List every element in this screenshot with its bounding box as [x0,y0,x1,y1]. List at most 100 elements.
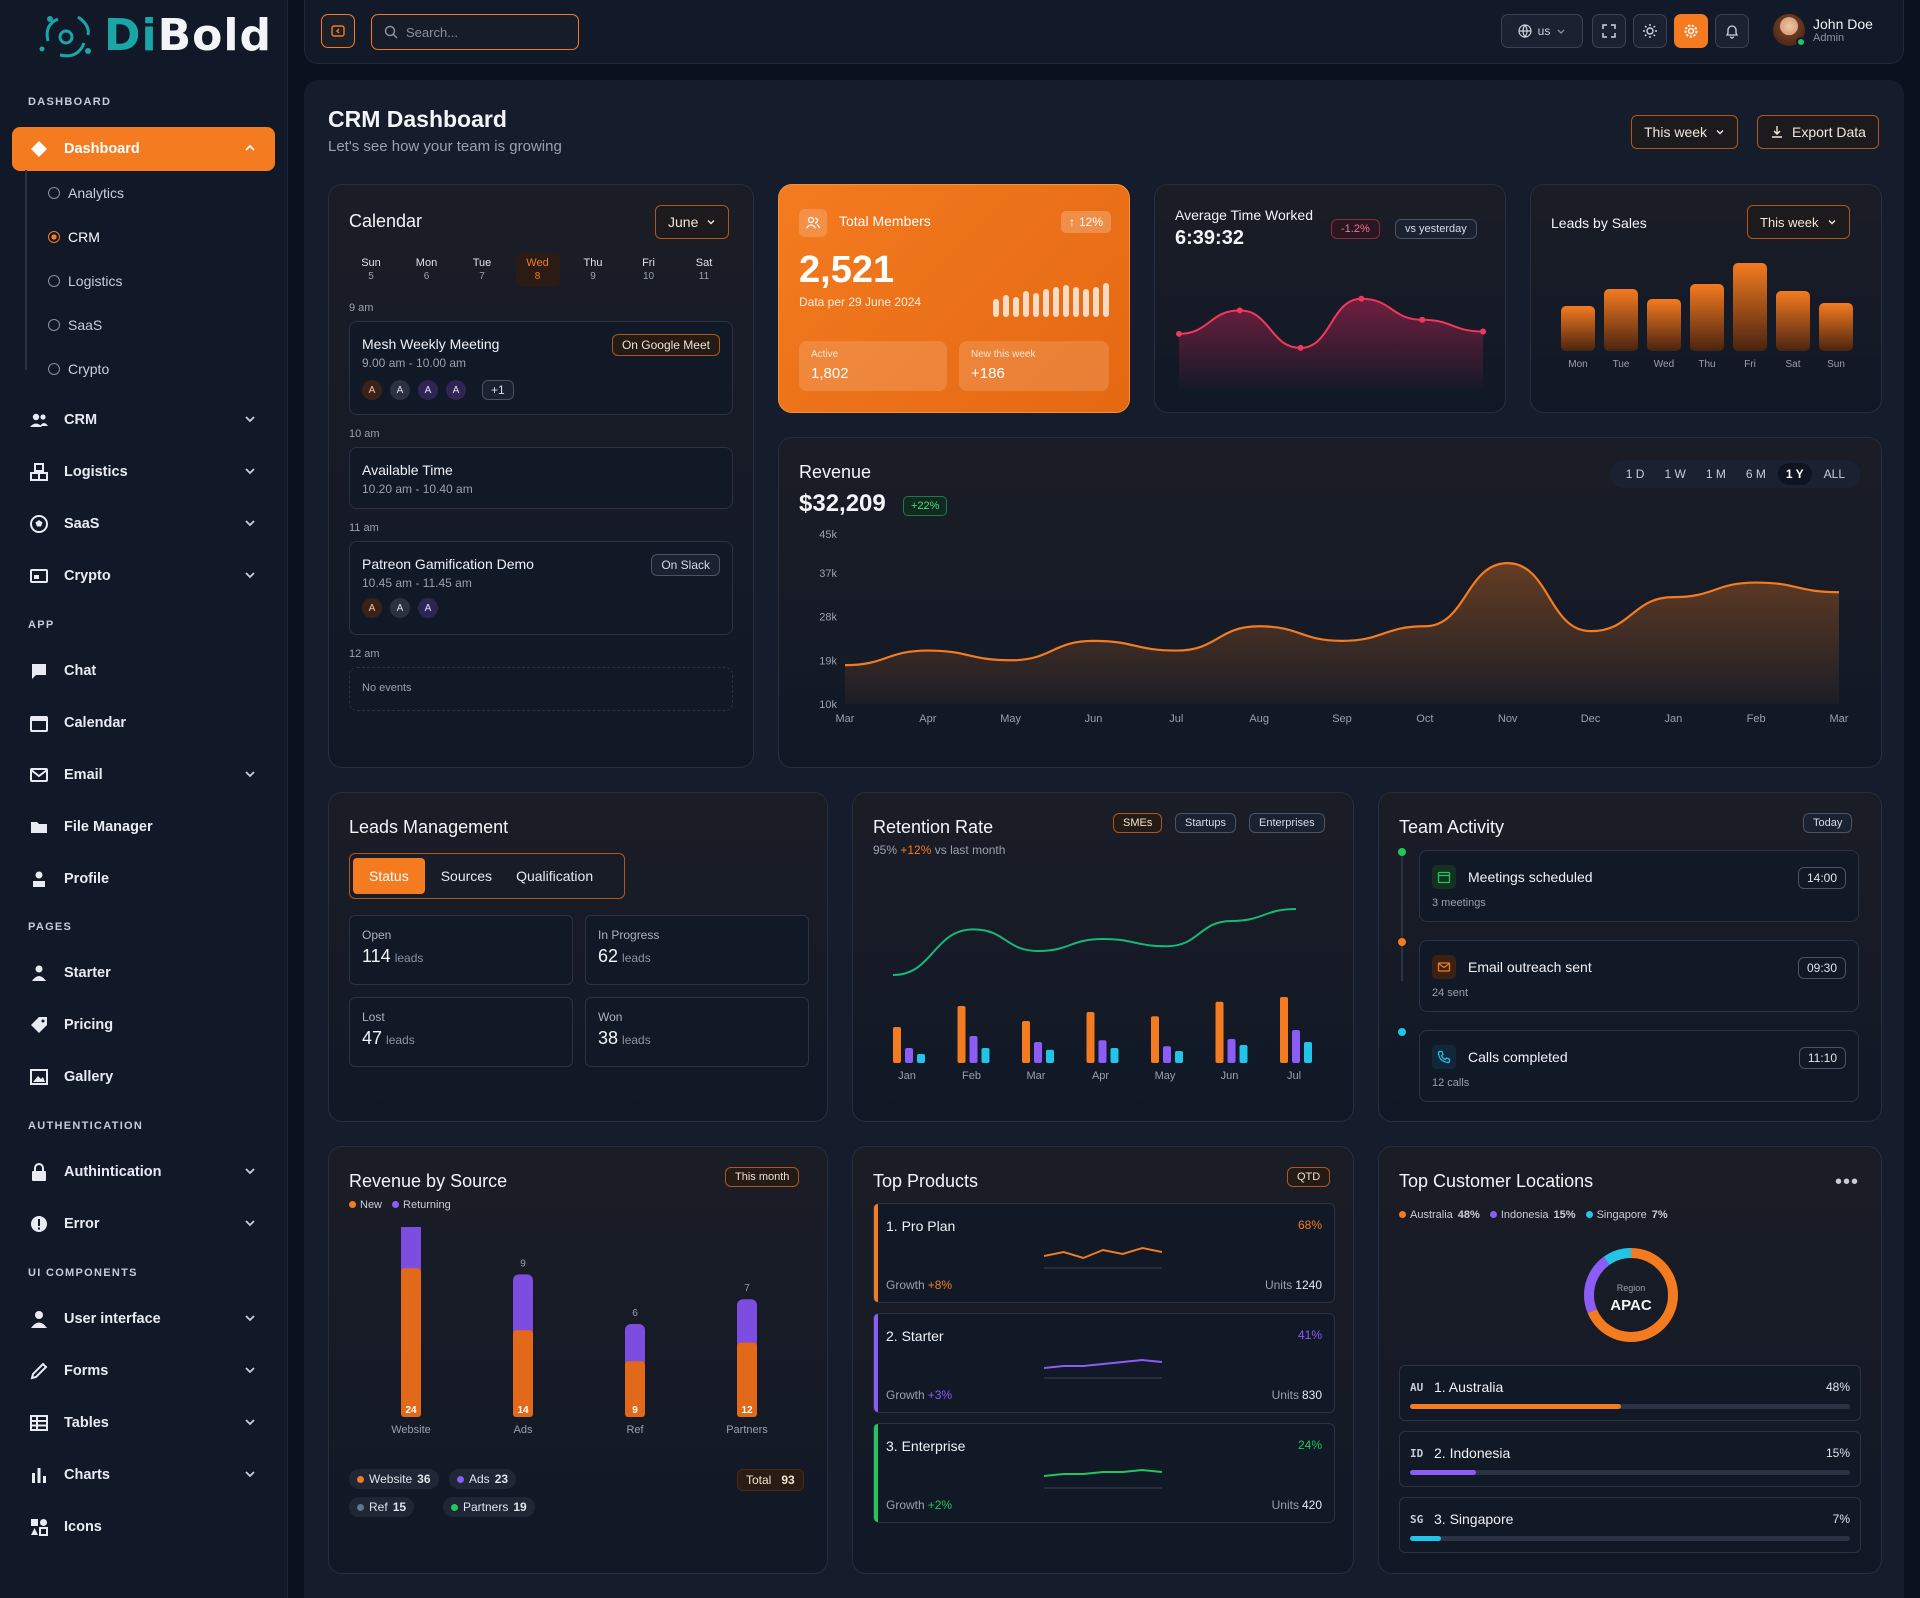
filter-smes[interactable]: SMEs [1113,813,1163,833]
sub-logistics[interactable]: Logistics [48,273,122,289]
day-name: Fri [642,257,655,269]
day-name: Sun [361,257,381,269]
y-tick-label: 28k [819,612,837,624]
filter-enterprises[interactable]: Enterprises [1249,813,1325,833]
tab-status[interactable]: Status [353,858,425,894]
range-tab[interactable]: ALL [1823,467,1845,481]
settings-button[interactable] [1674,14,1708,48]
day-cell[interactable]: Fri 10 [627,253,671,287]
nav-error[interactable]: Error [12,1202,275,1246]
fullscreen-button[interactable] [1592,14,1626,48]
section-ui: UI COMPONENTS [28,1267,138,1279]
day-cell[interactable]: Sun 5 [349,253,393,287]
notifications-button[interactable] [1715,14,1749,48]
period-badge[interactable]: QTD [1287,1167,1331,1187]
range-tab[interactable]: 1 M [1705,467,1726,481]
bar [893,1027,901,1063]
nav-crypto[interactable]: Crypto [12,554,275,598]
nav-gallery[interactable]: Gallery [12,1055,275,1099]
location-item[interactable]: AU 1. Australia 48% [1399,1365,1861,1421]
nav-dashboard[interactable]: Dashboard [12,127,275,171]
day-cell[interactable]: Sat 11 [682,253,726,287]
x-tick-label: Jun [1221,1070,1239,1082]
nav-icons[interactable]: Icons [12,1505,275,1549]
sub-crypto[interactable]: Crypto [48,361,109,377]
nav-file-manager[interactable]: File Manager [12,805,275,849]
menu-toggle-button[interactable] [321,14,355,48]
activity-title: Meetings scheduled [1468,869,1593,885]
legend-name: Singapore [1596,1209,1647,1221]
leads-period-select[interactable]: This week [1747,205,1850,239]
nav-profile[interactable]: Profile [12,857,275,901]
tab-sources[interactable]: Sources [440,868,493,884]
language-select[interactable]: us [1501,14,1583,48]
day-cell[interactable]: Wed 8 [515,253,560,287]
nav-calendar[interactable]: Calendar [12,701,275,745]
range-tab[interactable]: 1 Y [1777,463,1812,485]
day-cell[interactable]: Thu 9 [571,253,615,287]
nav-crm[interactable]: CRM [12,398,275,442]
period-badge[interactable]: Today [1803,813,1853,833]
nav-saas[interactable]: SaaS [12,502,275,546]
stat-won: Won 38 leads [585,997,809,1067]
export-button[interactable]: Export Data [1757,115,1879,149]
progress-fill [1410,1536,1441,1541]
activity-item[interactable]: Calls completed 12 calls 11:10 [1419,1030,1859,1102]
bar [1110,1048,1119,1063]
section-app: APP [28,619,55,631]
nav-authentication[interactable]: Authintication [12,1150,275,1194]
month-select[interactable]: June [655,205,730,239]
location-item[interactable]: SG 3. Singapore 7% [1399,1497,1861,1553]
nav-pricing[interactable]: Pricing [12,1003,275,1047]
nav-starter[interactable]: Starter [12,951,275,995]
nav-tables[interactable]: Tables [12,1401,275,1445]
user-menu[interactable]: John Doe Admin [1773,14,1873,47]
logo[interactable]: DiBold [38,10,272,61]
nav-forms[interactable]: Forms [12,1349,275,1393]
search-input[interactable]: Search... [371,14,579,50]
more-attendees[interactable]: +1 [482,380,514,400]
activity-item[interactable]: Email outreach sent 24 sent 09:30 [1419,940,1859,1012]
sub-crm[interactable]: CRM [48,229,100,245]
legend-dot [451,1503,458,1511]
event-card[interactable]: Patreon Gamification Demo 10.45 am - 11.… [349,541,733,635]
nav-user-interface[interactable]: User interface [12,1297,275,1341]
product-item[interactable]: 1. Pro Plan 68% Growth +8% Units 1240 [873,1203,1335,1303]
chat-icon [28,660,50,682]
day-cell[interactable]: Mon 6 [405,253,449,287]
product-item[interactable]: 3. Enterprise 24% Growth +2% Units 420 [873,1423,1335,1523]
x-tick-label: Nov [1498,713,1518,725]
x-tick-label: Dec [1581,713,1601,725]
sub-analytics[interactable]: Analytics [48,185,124,201]
locations-legend: Australia 48% Indonesia 15% Singapore 7% [1399,1209,1668,1221]
period-badge[interactable]: This month [725,1167,800,1187]
nav-charts[interactable]: Charts [12,1453,275,1497]
chevron-down-icon [243,568,257,582]
nav-label: Forms [64,1363,109,1379]
sub-saas[interactable]: SaaS [48,317,102,333]
activity-item[interactable]: Meetings scheduled 3 meetings 14:00 [1419,850,1859,922]
period-select[interactable]: This week [1631,115,1739,149]
theme-toggle-button[interactable] [1633,14,1667,48]
tab-qualification[interactable]: Qualification [516,868,594,884]
data-label: 24 [405,1405,417,1416]
legend-returning: Returning [392,1199,451,1211]
product-item[interactable]: 2. Starter 41% Growth +3% Units 830 [873,1313,1335,1413]
location-item[interactable]: ID 2. Indonesia 15% [1399,1431,1861,1487]
range-tab[interactable]: 1 D [1625,467,1645,481]
range-tab[interactable]: 6 M [1745,467,1766,481]
day-cell[interactable]: Tue 7 [460,253,504,287]
activity-time: 11:10 [1798,1047,1846,1069]
nav-logistics[interactable]: Logistics [12,450,275,494]
card-title: Top Customer Locations [1399,1171,1594,1191]
nav-chat[interactable]: Chat [12,649,275,693]
nav-email[interactable]: Email [12,753,275,797]
football-icon [28,513,50,535]
progress-track [1410,1404,1850,1409]
range-tab[interactable]: 1 W [1664,467,1686,481]
event-card[interactable]: Available Time 10.20 am - 10.40 am [349,447,733,509]
retention-chart: Jan Feb Mar Apr May Jun Jul [892,908,1312,1082]
more-options-icon[interactable]: ••• [1834,1171,1859,1193]
filter-startups[interactable]: Startups [1175,813,1236,833]
event-card[interactable]: Mesh Weekly Meeting 9.00 am - 10.00 am O… [349,321,733,415]
